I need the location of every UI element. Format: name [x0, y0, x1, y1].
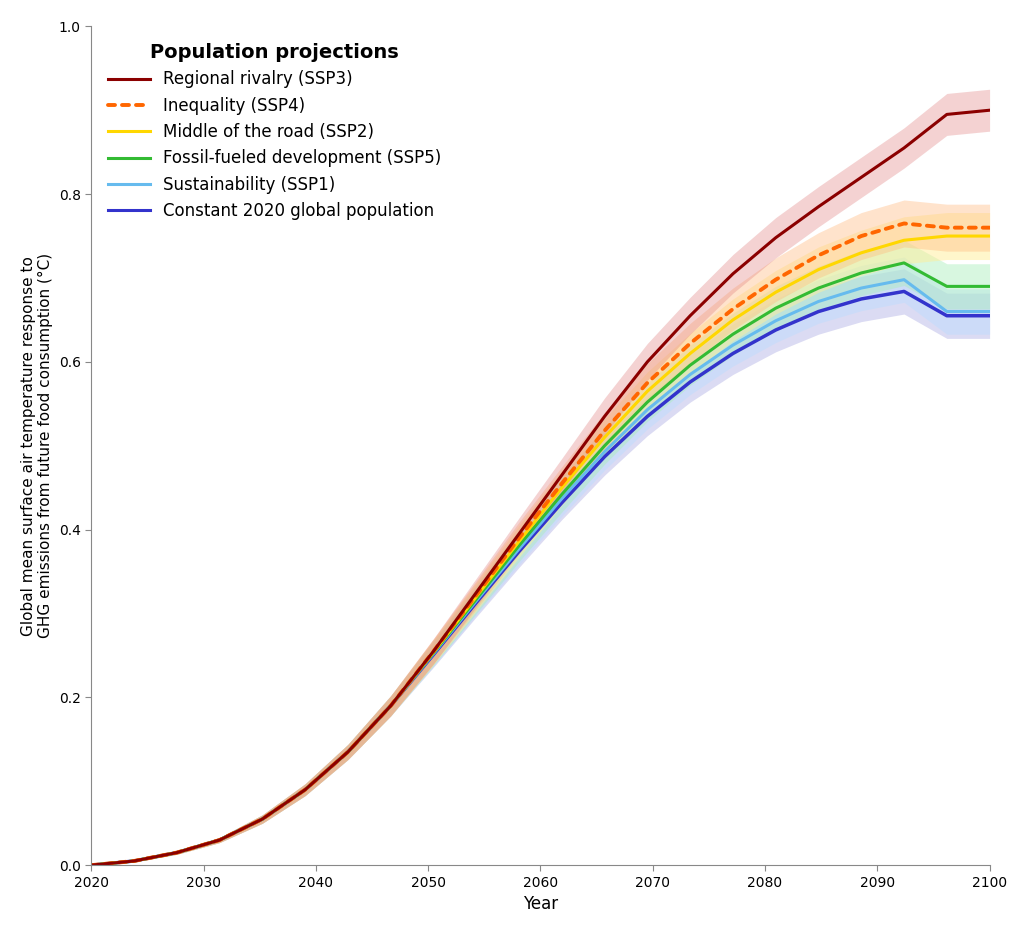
X-axis label: Year: Year [523, 895, 558, 913]
Legend: Regional rivalry (SSP3), Inequality (SSP4), Middle of the road (SSP2), Fossil-fu: Regional rivalry (SSP3), Inequality (SSP… [100, 35, 449, 228]
Y-axis label: Global mean surface air temperature response to
GHG emissions from future food c: Global mean surface air temperature resp… [21, 253, 53, 638]
